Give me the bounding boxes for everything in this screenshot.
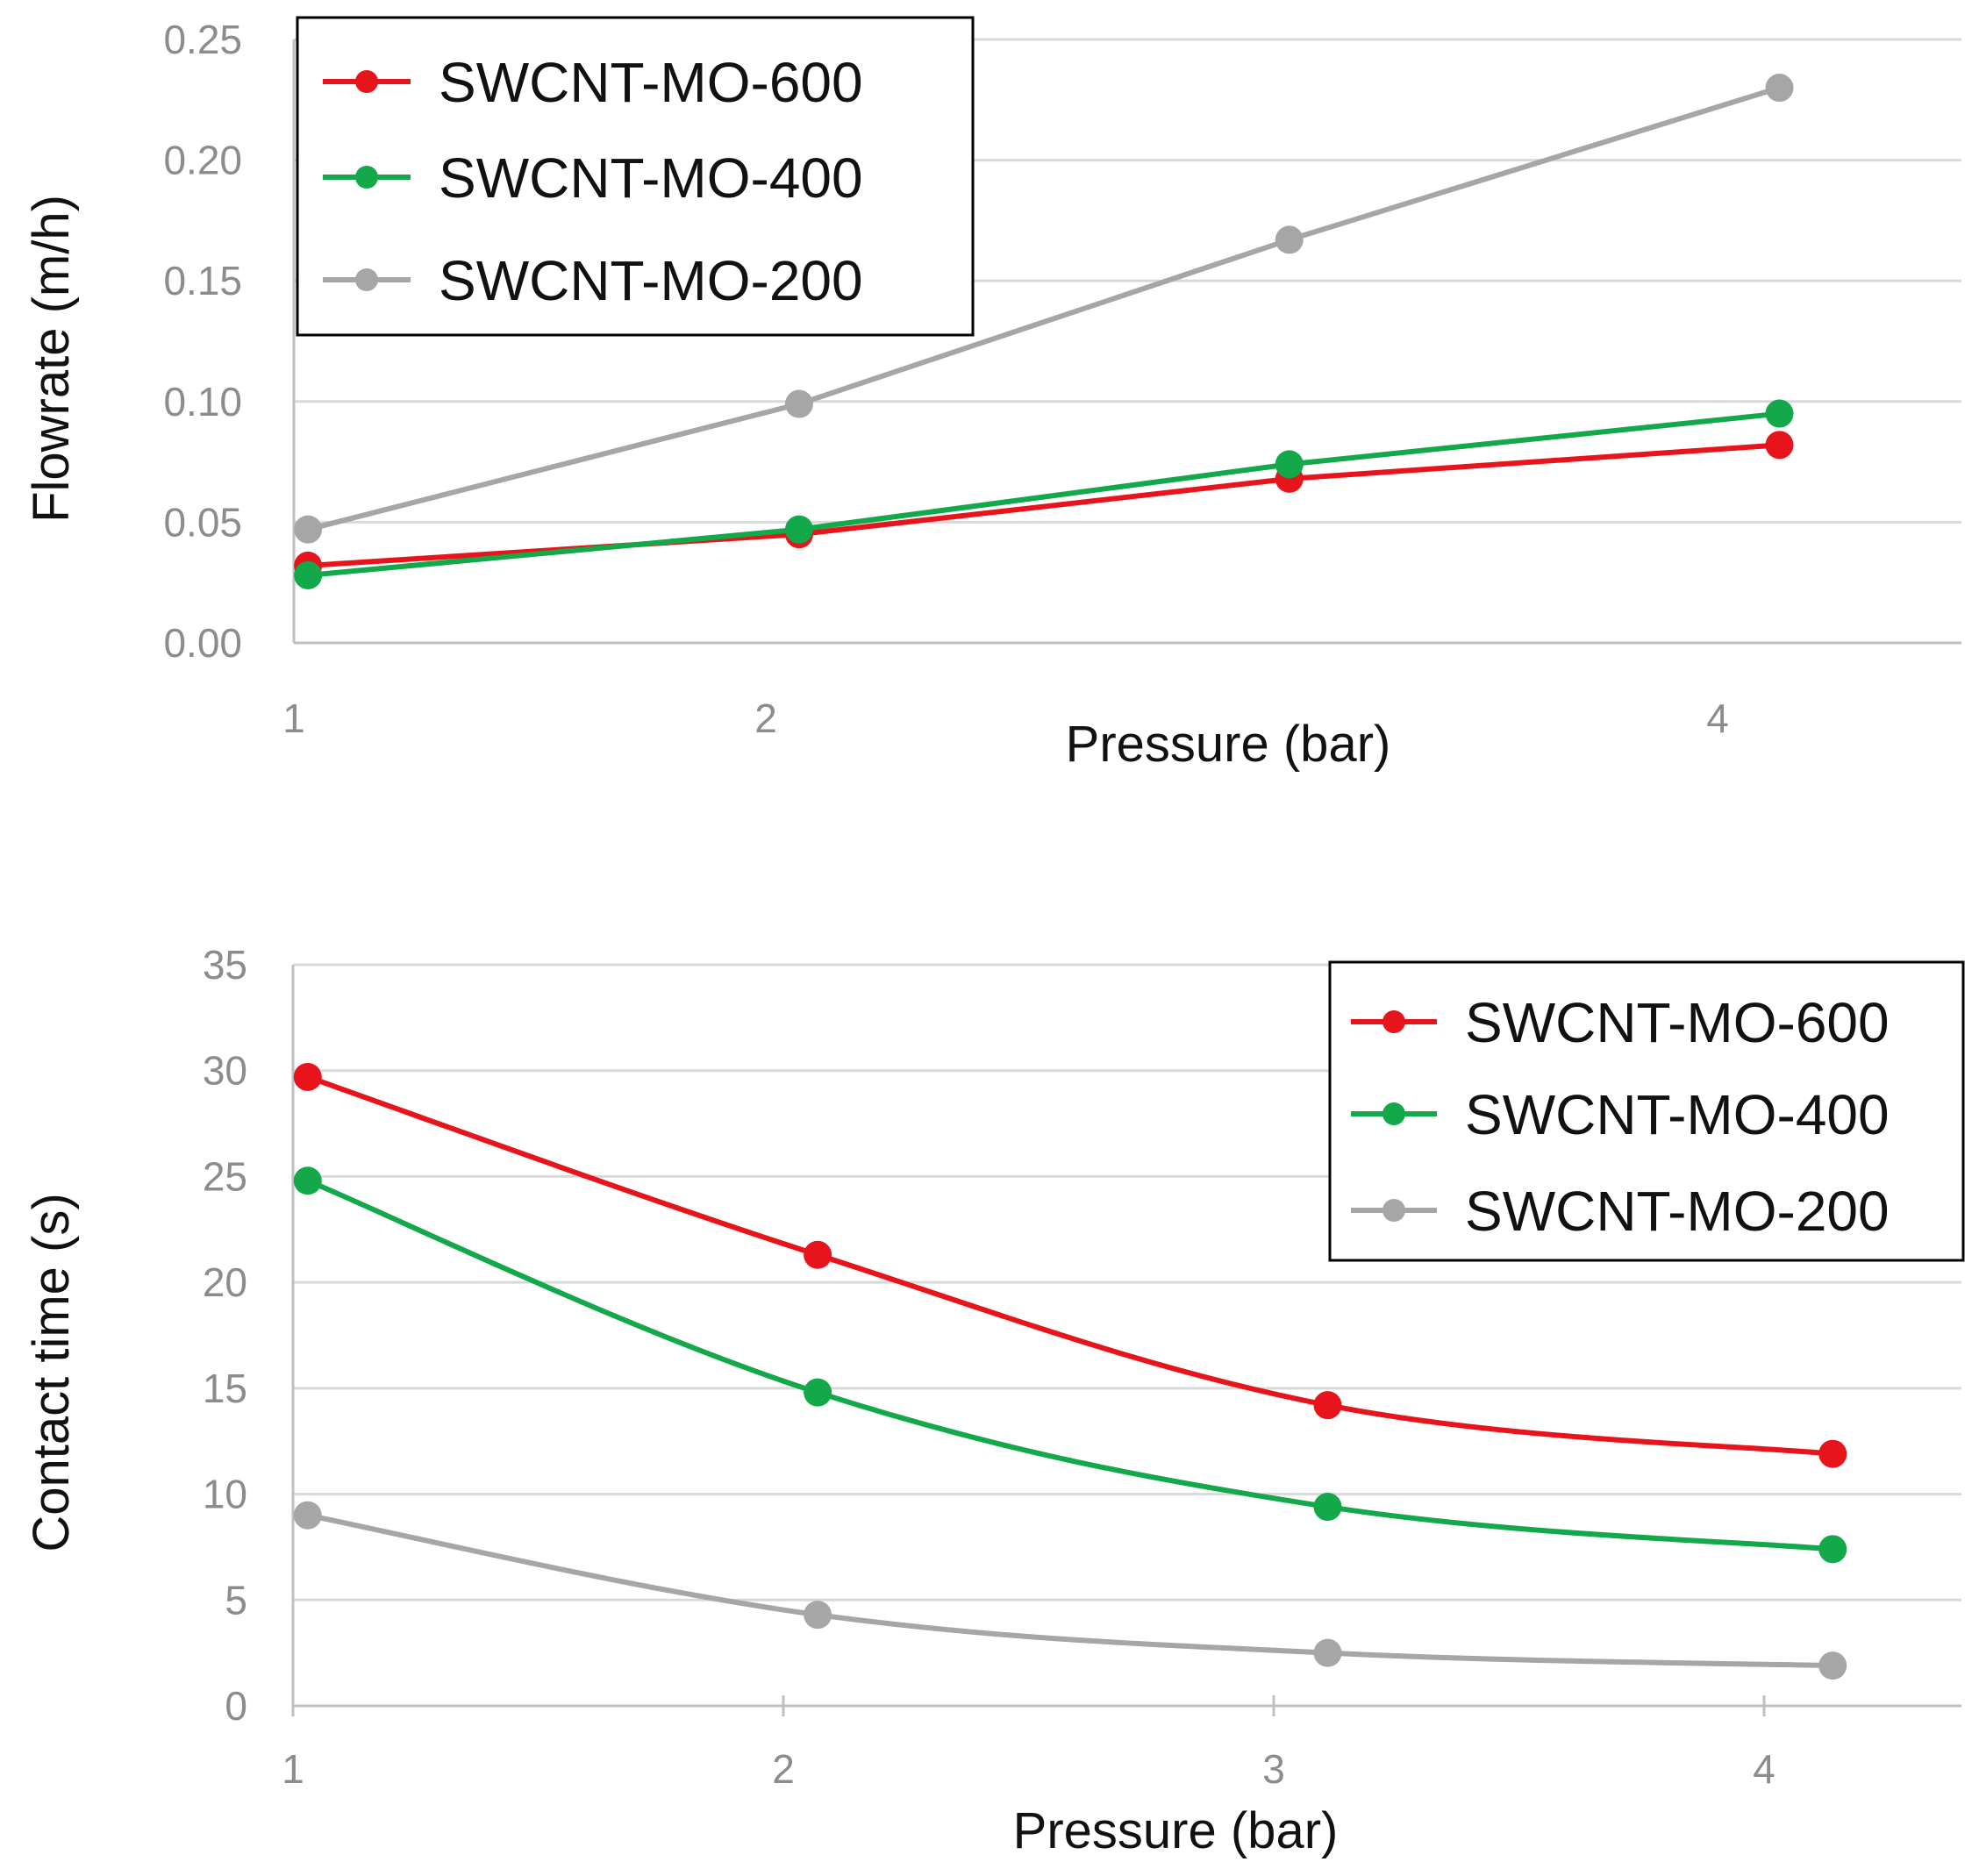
legend-label-swcnt-mo-600: SWCNT-MO-600 [439, 51, 863, 114]
x-axis-title: Pressure (bar) [1013, 1802, 1339, 1859]
x-tick-label: 4 [1706, 695, 1729, 741]
x-tick-label: 4 [1753, 1746, 1775, 1792]
y-tick-label: 5 [225, 1577, 247, 1623]
data-point-swcnt-mo-200 [784, 389, 813, 418]
data-point-swcnt-mo-200 [293, 1501, 322, 1530]
y-tick-label: 20 [203, 1259, 247, 1305]
data-point-swcnt-mo-400 [804, 1378, 832, 1407]
data-point-swcnt-mo-400 [294, 560, 323, 589]
series-line-swcnt-mo-600 [305, 442, 1783, 568]
y-tick-label: 0.20 [163, 138, 242, 183]
y-tick-label: 35 [203, 942, 247, 988]
data-point-swcnt-mo-200 [1275, 225, 1304, 254]
data-point-swcnt-mo-600 [1313, 1391, 1342, 1420]
flowrate-chart: 0.00 0.05 0.10 0.15 0.20 0.25 1 2 4 Pressure (bar… [23, 16, 1961, 773]
data-point-swcnt-mo-400 [1313, 1493, 1342, 1522]
x-tick-label: 2 [754, 695, 777, 741]
series-line-swcnt-mo-400 [304, 1178, 1836, 1552]
data-point-swcnt-mo-200 [294, 515, 323, 544]
data-point-swcnt-mo-600 [804, 1240, 832, 1269]
x-tick-label: 1 [282, 1746, 304, 1792]
y-tick-label: 0.00 [163, 620, 242, 666]
legend-swatch-marker-swcnt-mo-400 [1382, 1102, 1405, 1125]
data-point-swcnt-mo-200 [1818, 1651, 1847, 1680]
legend-swatch-marker-swcnt-mo-600 [355, 70, 378, 93]
x-axis-title: Pressure (bar) [1066, 716, 1391, 773]
data-point-swcnt-mo-200 [804, 1601, 832, 1630]
data-point-swcnt-mo-600 [1818, 1439, 1847, 1468]
y-tick-label: 30 [203, 1048, 247, 1094]
series-line-swcnt-mo-200 [305, 85, 1783, 532]
x-tick-label: 3 [1262, 1746, 1285, 1792]
legend-label-swcnt-mo-600: SWCNT-MO-600 [1465, 991, 1890, 1054]
data-point-swcnt-mo-400 [1765, 399, 1794, 428]
y-tick-label: 10 [203, 1472, 247, 1517]
data-point-swcnt-mo-200 [1313, 1638, 1342, 1667]
legend-swatch-marker-swcnt-mo-200 [1382, 1199, 1405, 1222]
series-line-swcnt-mo-600 [304, 1074, 1836, 1457]
y-tick-label: 0 [225, 1683, 247, 1729]
data-point-swcnt-mo-600 [1765, 431, 1794, 460]
legend-swatch-marker-swcnt-mo-600 [1382, 1010, 1405, 1033]
y-tick-label: 0.05 [163, 499, 242, 545]
legend-label-swcnt-mo-200: SWCNT-MO-200 [439, 249, 863, 312]
y-tick-label: 0.25 [163, 17, 242, 62]
legend-swatch-marker-swcnt-mo-200 [355, 268, 378, 291]
y-tick-label: 15 [203, 1366, 247, 1411]
data-point-swcnt-mo-400 [784, 515, 813, 544]
legend-label-swcnt-mo-200: SWCNT-MO-200 [1465, 1180, 1890, 1243]
data-point-swcnt-mo-400 [293, 1166, 322, 1195]
data-point-swcnt-mo-600 [293, 1062, 322, 1091]
y-axis-title: Flowrate (m/h) [23, 195, 80, 523]
y-axis-title: Contact time (s) [23, 1193, 80, 1551]
data-point-swcnt-mo-400 [1818, 1535, 1847, 1564]
y-tick-label: 0.15 [163, 258, 242, 303]
series-line-swcnt-mo-400 [305, 410, 1783, 578]
data-point-swcnt-mo-400 [1275, 450, 1304, 479]
series-line-swcnt-mo-200 [304, 1512, 1836, 1669]
x-tick-label: 1 [282, 695, 305, 741]
y-tick-label: 0.10 [163, 379, 242, 424]
contact-time-chart: 0 5 10 15 20 25 30 35 1 2 3 4 Pressure (bar) Contact … [23, 942, 1965, 1859]
data-point-swcnt-mo-200 [1765, 74, 1794, 103]
legend-swatch-marker-swcnt-mo-400 [355, 166, 378, 189]
legend-label-swcnt-mo-400: SWCNT-MO-400 [1465, 1083, 1890, 1146]
legend-label-swcnt-mo-400: SWCNT-MO-400 [439, 146, 863, 210]
x-tick-label: 2 [772, 1746, 795, 1792]
y-tick-label: 25 [203, 1153, 247, 1199]
